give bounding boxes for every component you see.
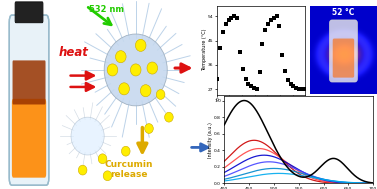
FancyBboxPatch shape <box>329 20 357 82</box>
Circle shape <box>78 165 87 175</box>
Circle shape <box>147 62 158 74</box>
Point <box>302 88 308 91</box>
Point <box>279 54 285 57</box>
Point <box>226 19 232 22</box>
Point <box>288 83 294 86</box>
Y-axis label: Temperature (°C): Temperature (°C) <box>202 29 207 71</box>
Circle shape <box>103 171 112 181</box>
Text: heat: heat <box>58 46 89 59</box>
Point <box>296 88 302 91</box>
FancyBboxPatch shape <box>15 2 43 23</box>
Circle shape <box>121 146 130 156</box>
Point <box>257 70 263 73</box>
Circle shape <box>104 34 167 106</box>
Point <box>259 43 265 46</box>
Point <box>274 15 280 18</box>
Point <box>231 15 238 18</box>
Point <box>254 88 260 91</box>
Point <box>265 22 271 25</box>
Point <box>245 82 251 85</box>
Circle shape <box>156 90 165 99</box>
Point <box>234 17 240 20</box>
Circle shape <box>145 124 153 133</box>
Circle shape <box>165 112 173 122</box>
Point <box>240 68 246 71</box>
Point <box>242 77 248 80</box>
Circle shape <box>71 117 104 155</box>
Point <box>220 31 226 34</box>
Point <box>293 86 299 89</box>
Circle shape <box>130 64 141 76</box>
Point <box>271 17 277 20</box>
Y-axis label: Intensity (a.u.): Intensity (a.u.) <box>208 122 213 158</box>
Circle shape <box>119 83 129 95</box>
Circle shape <box>135 39 146 51</box>
X-axis label: Time (s): Time (s) <box>251 103 271 108</box>
Circle shape <box>98 154 107 164</box>
FancyBboxPatch shape <box>12 60 46 105</box>
Point <box>299 88 305 91</box>
Point <box>217 46 223 49</box>
Text: Curcumin
release: Curcumin release <box>105 160 153 179</box>
Point <box>290 85 296 88</box>
Point <box>237 50 243 53</box>
Point <box>215 77 221 80</box>
Point <box>223 23 229 26</box>
Text: 52 °C: 52 °C <box>332 8 355 17</box>
Point <box>251 86 257 89</box>
Point <box>276 24 282 27</box>
Point <box>262 29 268 32</box>
FancyBboxPatch shape <box>9 15 49 185</box>
Point <box>282 70 288 73</box>
FancyBboxPatch shape <box>333 39 354 78</box>
Point <box>285 78 291 81</box>
Text: 532 nm: 532 nm <box>89 5 124 14</box>
Circle shape <box>140 85 151 97</box>
Point <box>228 17 234 20</box>
Circle shape <box>115 51 126 63</box>
FancyBboxPatch shape <box>12 99 46 178</box>
Circle shape <box>107 64 118 76</box>
Point <box>248 85 254 88</box>
Point <box>268 19 274 22</box>
